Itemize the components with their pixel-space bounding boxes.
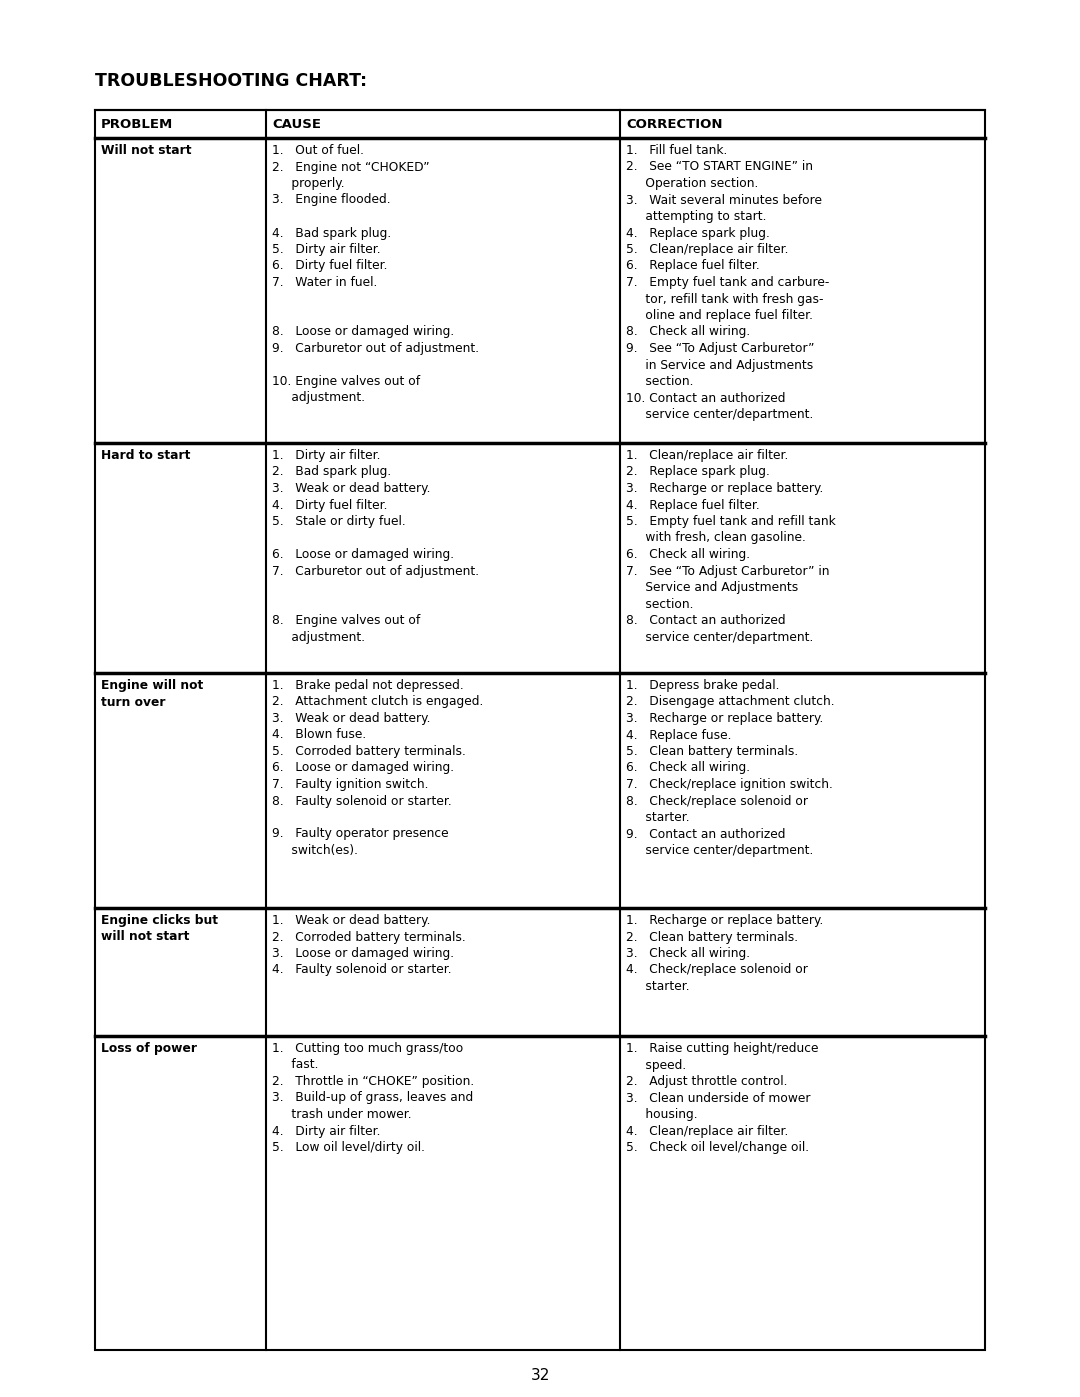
Text: CAUSE: CAUSE bbox=[272, 117, 321, 130]
Text: 1.   Brake pedal not depressed.
2.   Attachment clutch is engaged.
3.   Weak or : 1. Brake pedal not depressed. 2. Attachm… bbox=[272, 679, 483, 856]
Text: 1.   Cutting too much grass/too
     fast.
2.   Throttle in “CHOKE” position.
3.: 1. Cutting too much grass/too fast. 2. T… bbox=[272, 1042, 474, 1154]
Text: 1.   Raise cutting height/reduce
     speed.
2.   Adjust throttle control.
3.   : 1. Raise cutting height/reduce speed. 2.… bbox=[626, 1042, 819, 1154]
Text: PROBLEM: PROBLEM bbox=[102, 117, 173, 130]
Bar bbox=[95, 110, 985, 1350]
Text: Loss of power: Loss of power bbox=[102, 1042, 197, 1055]
Text: TROUBLESHOOTING CHART:: TROUBLESHOOTING CHART: bbox=[95, 73, 367, 89]
Text: CORRECTION: CORRECTION bbox=[626, 117, 723, 130]
Text: 1.   Out of fuel.
2.   Engine not “CHOKED”
     properly.
3.   Engine flooded.

: 1. Out of fuel. 2. Engine not “CHOKED” p… bbox=[272, 144, 480, 405]
Text: Engine clicks but
will not start: Engine clicks but will not start bbox=[102, 914, 218, 943]
Text: 1.   Fill fuel tank.
2.   See “TO START ENGINE” in
     Operation section.
3.   : 1. Fill fuel tank. 2. See “TO START ENGI… bbox=[626, 144, 829, 420]
Text: 1.   Recharge or replace battery.
2.   Clean battery terminals.
3.   Check all w: 1. Recharge or replace battery. 2. Clean… bbox=[626, 914, 823, 993]
Text: Engine will not
turn over: Engine will not turn over bbox=[102, 679, 203, 708]
Text: 32: 32 bbox=[530, 1368, 550, 1383]
Text: 1.   Dirty air filter.
2.   Bad spark plug.
3.   Weak or dead battery.
4.   Dirt: 1. Dirty air filter. 2. Bad spark plug. … bbox=[272, 448, 480, 644]
Text: 1.   Clean/replace air filter.
2.   Replace spark plug.
3.   Recharge or replace: 1. Clean/replace air filter. 2. Replace … bbox=[626, 448, 836, 644]
Text: 1.   Weak or dead battery.
2.   Corroded battery terminals.
3.   Loose or damage: 1. Weak or dead battery. 2. Corroded bat… bbox=[272, 914, 465, 977]
Text: Will not start: Will not start bbox=[102, 144, 191, 156]
Text: 1.   Depress brake pedal.
2.   Disengage attachment clutch.
3.   Recharge or rep: 1. Depress brake pedal. 2. Disengage att… bbox=[626, 679, 835, 856]
Text: Hard to start: Hard to start bbox=[102, 448, 190, 462]
